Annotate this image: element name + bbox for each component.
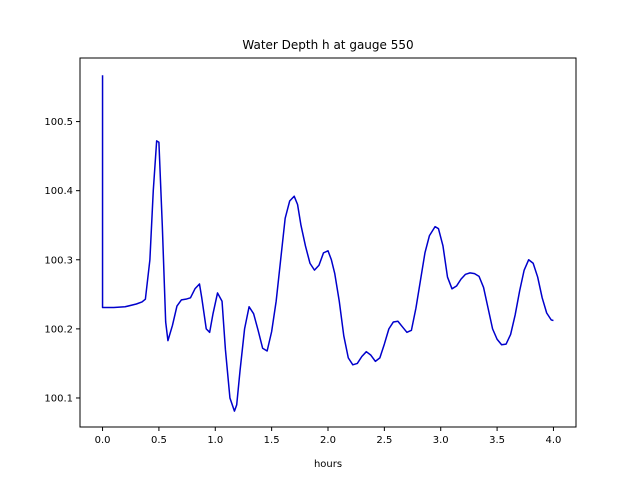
x-tick-label: 1.0: [207, 435, 223, 446]
y-tick-label: 100.3: [44, 255, 73, 266]
y-axis-ticks: 100.1 100.2 100.3 100.4 100.5: [44, 117, 80, 404]
y-tick-label: 100.1: [44, 393, 73, 404]
x-tick-label: 0.0: [95, 435, 111, 446]
y-tick-label: 100.4: [44, 186, 73, 197]
y-tick-label: 100.5: [44, 117, 73, 128]
chart-title: Water Depth h at gauge 550: [242, 38, 413, 52]
x-axis-ticks: 0.0 0.5 1.0 1.5 2.0 2.5 3.0 3.5 4.0: [95, 427, 562, 446]
series-layer: [101, 75, 554, 412]
series-line-0: [101, 75, 554, 412]
y-tick-label: 100.2: [44, 324, 73, 335]
x-tick-label: 4.0: [546, 435, 562, 446]
x-tick-label: 3.0: [433, 435, 449, 446]
x-tick-label: 0.5: [151, 435, 167, 446]
x-tick-label: 2.0: [320, 435, 336, 446]
x-axis-label: hours: [314, 459, 342, 470]
x-tick-label: 2.5: [376, 435, 392, 446]
x-tick-label: 1.5: [264, 435, 280, 446]
x-tick-label: 3.5: [489, 435, 505, 446]
